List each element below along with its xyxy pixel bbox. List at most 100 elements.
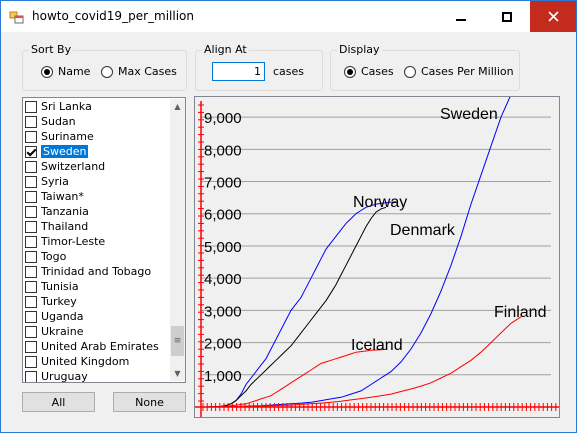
- series-label: Norway: [353, 194, 407, 211]
- list-item-label: Timor-Leste: [41, 235, 106, 248]
- display-cases-label: Cases: [361, 65, 394, 78]
- title-bar[interactable]: howto_covid19_per_million: [1, 1, 576, 32]
- list-item[interactable]: Ukraine: [24, 324, 169, 339]
- maximize-icon: [502, 11, 512, 22]
- checkbox-icon[interactable]: [25, 160, 37, 173]
- select-none-button[interactable]: None: [113, 392, 186, 412]
- display-per-million-radio[interactable]: Cases Per Million: [404, 65, 514, 78]
- checkbox-icon[interactable]: [25, 220, 37, 233]
- list-item-label: Trinidad and Tobago: [41, 265, 152, 278]
- chart-svg: 1,000 2,000 3,000 4,000 5,000 6,000 7,000 8,000…: [195, 97, 559, 417]
- sort-by-group: Sort By: [22, 43, 187, 91]
- y-tick-label: 6,000: [204, 207, 242, 224]
- y-tick-label: 4,000: [204, 271, 242, 288]
- list-item[interactable]: Togo: [24, 249, 169, 264]
- list-item-label: Sri Lanka: [41, 100, 92, 113]
- list-item[interactable]: Trinidad and Tobago: [24, 264, 169, 279]
- radio-unselected-icon: [101, 65, 113, 78]
- list-item-label: Uruguay: [41, 370, 88, 383]
- align-at-input[interactable]: 1: [212, 62, 265, 81]
- list-item-label: Switzerland: [41, 160, 106, 173]
- checkbox-icon[interactable]: [25, 100, 37, 113]
- y-tick-label: 8,000: [204, 142, 242, 159]
- list-item[interactable]: Uruguay: [24, 369, 169, 383]
- display-per-million-label: Cases Per Million: [421, 65, 514, 78]
- align-at-label: Align At: [202, 43, 249, 56]
- display-label: Display: [337, 43, 382, 56]
- checkbox-icon[interactable]: [25, 340, 37, 353]
- sort-max-cases-radio[interactable]: Max Cases: [101, 65, 177, 78]
- checkbox-icon[interactable]: [25, 115, 37, 128]
- sort-by-label: Sort By: [29, 43, 74, 56]
- y-tick-label: 1,000: [204, 368, 242, 385]
- list-item[interactable]: Sweden: [24, 144, 169, 159]
- list-item[interactable]: Sudan: [24, 114, 169, 129]
- list-item[interactable]: Syria: [24, 174, 169, 189]
- list-item[interactable]: United Arab Emirates: [24, 339, 169, 354]
- list-item[interactable]: Taiwan*: [24, 189, 169, 204]
- y-tick-label: 3,000: [204, 303, 242, 320]
- list-item-label: Suriname: [41, 130, 94, 143]
- checkbox-icon[interactable]: [25, 355, 37, 368]
- scroll-up-icon[interactable]: ▲: [174, 102, 181, 111]
- series-line-sweden: [201, 97, 511, 408]
- checkbox-icon[interactable]: [25, 265, 37, 278]
- y-tick-label: 2,000: [204, 336, 242, 353]
- minimize-button[interactable]: [438, 1, 484, 32]
- list-item-label: Taiwan*: [41, 190, 84, 203]
- list-item-label: Sweden: [41, 145, 89, 158]
- list-item-label: United Arab Emirates: [41, 340, 159, 353]
- list-item-label: United Kingdom: [41, 355, 130, 368]
- checkbox-checked-icon[interactable]: [25, 145, 37, 158]
- list-item-label: Tanzania: [41, 205, 89, 218]
- list-item-label: Syria: [41, 175, 69, 188]
- maximize-button[interactable]: [484, 1, 530, 32]
- list-item[interactable]: Tunisia: [24, 279, 169, 294]
- checkbox-icon[interactable]: [25, 235, 37, 248]
- list-item[interactable]: Turkey: [24, 294, 169, 309]
- close-button[interactable]: [530, 1, 576, 32]
- list-item-label: Sudan: [41, 115, 76, 128]
- checkbox-icon[interactable]: [25, 280, 37, 293]
- sort-name-label: Name: [58, 65, 91, 78]
- country-list[interactable]: ▲ ≡ ▼ Sri Lanka Sudan Suriname Sweden Switze…: [22, 97, 186, 383]
- series-line-denmark: [201, 206, 387, 408]
- series-label: Iceland: [351, 337, 403, 354]
- checkbox-icon[interactable]: [25, 370, 37, 382]
- list-scrollbar[interactable]: ▲ ≡ ▼: [170, 99, 185, 381]
- checkbox-icon[interactable]: [25, 325, 37, 338]
- list-item[interactable]: Tanzania: [24, 204, 169, 219]
- cases-chart: 1,000 2,000 3,000 4,000 5,000 6,000 7,000 8,000…: [194, 96, 560, 418]
- list-item[interactable]: Thailand: [24, 219, 169, 234]
- list-item-label: Turkey: [41, 295, 77, 308]
- list-item[interactable]: Sri Lanka: [24, 99, 169, 114]
- list-item[interactable]: Switzerland: [24, 159, 169, 174]
- list-item[interactable]: Suriname: [24, 129, 169, 144]
- sort-name-radio[interactable]: Name: [41, 65, 90, 78]
- scroll-down-icon[interactable]: ▼: [174, 369, 181, 378]
- list-item[interactable]: United Kingdom: [24, 354, 169, 369]
- checkbox-icon[interactable]: [25, 295, 37, 308]
- list-item-label: Tunisia: [41, 280, 79, 293]
- list-item[interactable]: Uganda: [24, 309, 169, 324]
- series-label: Sweden: [440, 106, 498, 123]
- close-icon: [547, 11, 559, 22]
- checkbox-icon[interactable]: [25, 130, 37, 143]
- series-label: Denmark: [390, 222, 456, 239]
- radio-unselected-icon: [404, 65, 416, 78]
- select-all-button[interactable]: All: [22, 392, 95, 412]
- checkbox-icon[interactable]: [25, 310, 37, 323]
- checkbox-icon[interactable]: [25, 205, 37, 218]
- display-group: Display: [330, 43, 520, 91]
- sort-max-cases-label: Max Cases: [118, 65, 177, 78]
- list-item[interactable]: Timor-Leste: [24, 234, 169, 249]
- scroll-thumb[interactable]: ≡: [171, 326, 184, 356]
- checkbox-icon[interactable]: [25, 190, 37, 203]
- minimize-icon: [456, 18, 466, 21]
- checkbox-icon[interactable]: [25, 175, 37, 188]
- checkbox-icon[interactable]: [25, 250, 37, 263]
- y-tick-label: 7,000: [204, 175, 242, 192]
- display-cases-radio[interactable]: Cases: [344, 65, 394, 78]
- list-item-label: Thailand: [41, 220, 89, 233]
